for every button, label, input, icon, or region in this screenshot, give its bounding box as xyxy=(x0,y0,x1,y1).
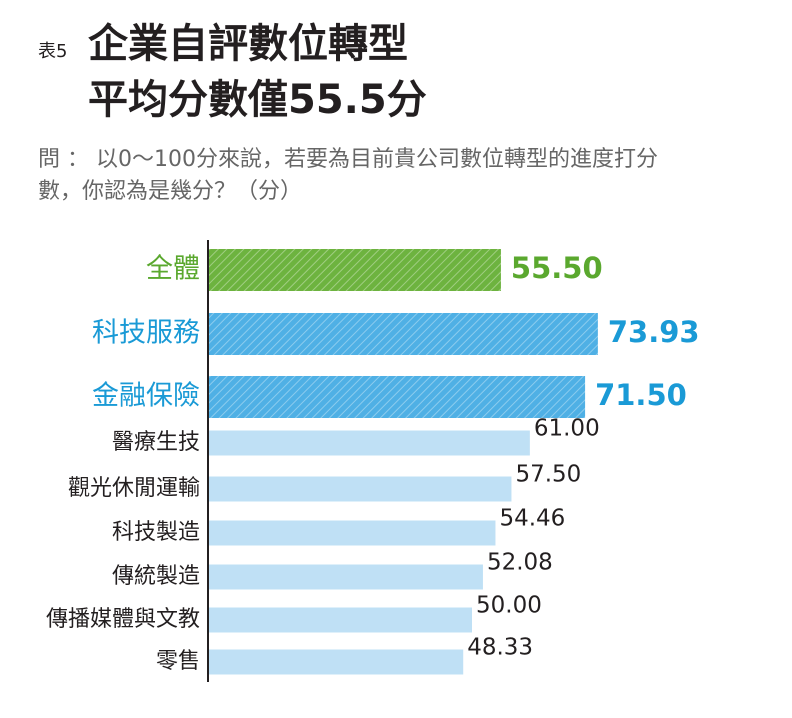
bar xyxy=(209,430,530,456)
title-line: 平均分數僅55.5分 xyxy=(88,77,427,123)
bar xyxy=(209,520,496,546)
category-label: 觀光休閒運輸 xyxy=(68,476,200,501)
bar xyxy=(209,476,512,502)
value-label: 73.93 xyxy=(608,315,700,349)
value-label: 48.33 xyxy=(467,635,533,661)
category-label: 全體 xyxy=(146,254,200,285)
value-label: 55.50 xyxy=(511,251,603,285)
value-label: 54.46 xyxy=(499,506,565,532)
value-label: 57.50 xyxy=(515,462,581,488)
subtitle-line: 數，你認為是幾分？（分） xyxy=(38,179,302,204)
bar xyxy=(209,649,464,675)
category-label: 傳播媒體與文教 xyxy=(46,607,200,632)
category-label: 傳統製造 xyxy=(112,564,200,589)
bar xyxy=(209,564,483,590)
category-label: 零售 xyxy=(156,649,200,674)
table-label: 表5 xyxy=(38,41,67,62)
bar xyxy=(209,607,472,633)
bar xyxy=(209,313,598,355)
bar xyxy=(209,249,501,291)
value-label: 71.50 xyxy=(595,378,687,412)
value-label: 50.00 xyxy=(476,593,542,619)
value-label: 52.08 xyxy=(487,550,553,576)
value-label: 61.00 xyxy=(534,416,600,442)
category-label: 科技製造 xyxy=(112,520,200,545)
category-label: 科技服務 xyxy=(92,318,200,349)
bar xyxy=(209,376,586,418)
subtitle-line: 問 ： 以0～100分來說，若要為目前貴公司數位轉型的進度打分 xyxy=(38,147,658,172)
category-label: 醫療生技 xyxy=(112,430,200,455)
title-line: 企業自評數位轉型 xyxy=(88,21,408,67)
category-label: 金融保險 xyxy=(92,381,200,412)
